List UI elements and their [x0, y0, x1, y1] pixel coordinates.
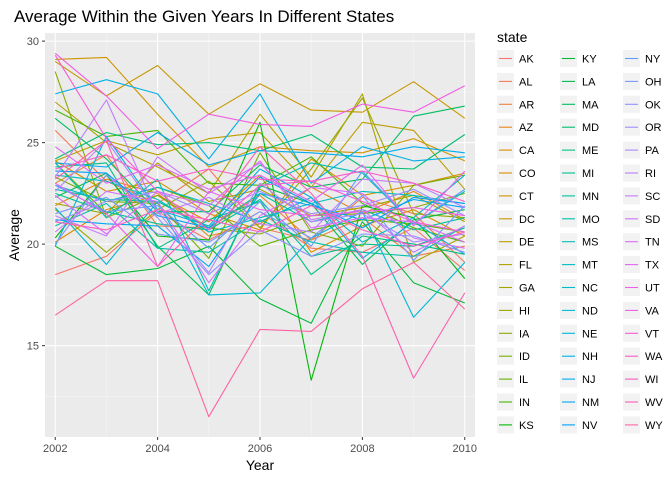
series-line-ma [54, 105, 465, 213]
series-line-ok [54, 174, 465, 276]
legend-label: UT [645, 283, 660, 295]
series-line-wi [55, 205, 465, 247]
x-tick-label: 2010 [453, 443, 477, 455]
chart-title: Average Within the Given Years In Differ… [14, 7, 394, 26]
series-line-nc [55, 174, 466, 243]
legend-label: AR [519, 99, 534, 111]
series-line-mi [55, 192, 465, 257]
legend-label: MO [582, 214, 600, 226]
series-line-tx [54, 146, 466, 227]
legend-label: KY [582, 54, 597, 66]
series-line-wv [54, 140, 466, 379]
legend-label: TX [645, 260, 660, 272]
grid-lines [45, 33, 475, 437]
series-line-nv [55, 170, 465, 229]
y-tick-label: 15 [27, 341, 39, 353]
legend-label: NV [582, 420, 598, 432]
x-axis-ticks: 2002 2004 2006 2008 2010 [43, 437, 477, 455]
series-line-ri [54, 99, 466, 233]
series-line-pa [54, 140, 465, 274]
legend-label: ID [519, 351, 530, 363]
legend-label: NY [645, 54, 661, 66]
legend-label: ND [582, 305, 598, 317]
series-line-hi [54, 97, 465, 253]
y-tick-label: 25 [27, 138, 39, 150]
legend-label: NJ [582, 374, 595, 386]
series-line-tn [54, 160, 466, 243]
legend-label: WA [645, 351, 663, 363]
series-line-nh [55, 79, 465, 184]
legend-label: OK [645, 99, 662, 111]
legend-label: CA [519, 145, 535, 157]
series-line-ne [54, 135, 466, 259]
legend-label: ME [582, 145, 599, 157]
series-line-wa [55, 154, 465, 203]
legend-label: SD [645, 214, 660, 226]
series-line-dc [54, 60, 466, 119]
legend-label: IN [519, 397, 530, 409]
legend-label: HI [519, 305, 530, 317]
legend-label: VT [645, 328, 659, 340]
y-axis-ticks: 15 20 25 30 [27, 36, 45, 353]
legend-label: NC [582, 283, 598, 295]
legend-label: PA [645, 145, 660, 157]
legend-label: NE [582, 328, 597, 340]
legend-label: WV [645, 397, 663, 409]
legend-label: CO [519, 168, 536, 180]
legend-label: KS [519, 420, 534, 432]
y-tick-label: 30 [27, 36, 39, 48]
legend-label: OH [645, 76, 662, 88]
x-tick-label: 2002 [43, 443, 67, 455]
series-line-de [54, 121, 466, 190]
legend-label: GA [519, 283, 536, 295]
legend-label: IL [519, 374, 528, 386]
legend-label: MA [582, 99, 599, 111]
x-tick-label: 2004 [145, 443, 169, 455]
legend-label: MI [582, 168, 594, 180]
series-line-ar [54, 154, 465, 257]
legend-label: FL [519, 260, 532, 272]
series-line-ky [54, 221, 466, 324]
legend-label: RI [645, 168, 656, 180]
series-line-sc [54, 156, 466, 253]
legend-title: state [497, 29, 528, 45]
legend-label: MN [582, 191, 599, 203]
legend-label: NM [582, 397, 599, 409]
legend-label: NH [582, 351, 598, 363]
legend-label: MD [582, 122, 599, 134]
series-line-sd [54, 186, 465, 284]
series-line-vt [54, 55, 465, 233]
series-line-ut [54, 182, 465, 268]
legend-label: DE [519, 237, 534, 249]
legend-label: CT [519, 191, 534, 203]
legend-label: IA [519, 328, 530, 340]
legend-label: AK [519, 54, 534, 66]
series-lines [54, 52, 466, 418]
x-tick-label: 2008 [350, 443, 374, 455]
legend-label: WI [645, 374, 658, 386]
series-line-wy [54, 261, 466, 418]
series-line-nd [54, 200, 466, 318]
legend-label: VA [645, 305, 660, 317]
series-line-ks [54, 121, 466, 381]
series-line-va [54, 52, 466, 150]
series-line-mo [54, 202, 466, 257]
x-tick-label: 2006 [248, 443, 272, 455]
series-line-or [54, 188, 466, 223]
y-tick-label: 20 [27, 239, 39, 251]
x-axis-label: Year [246, 457, 275, 473]
legend-label: MT [582, 260, 598, 272]
legend-label: OR [645, 122, 662, 134]
legend-label: MS [582, 237, 599, 249]
legend-label: AL [519, 76, 532, 88]
legend-label: AZ [519, 122, 533, 134]
legend: AK AL AR AZ CA CO CT DC DE FL GA HI IA ID IL IN KS KY LA MA… [497, 50, 663, 434]
y-axis-label: Average [6, 209, 22, 261]
legend-label: TN [645, 237, 660, 249]
legend-label: DC [519, 214, 535, 226]
legend-label: LA [582, 76, 596, 88]
legend-label: SC [645, 191, 660, 203]
legend-label: WY [645, 420, 663, 432]
